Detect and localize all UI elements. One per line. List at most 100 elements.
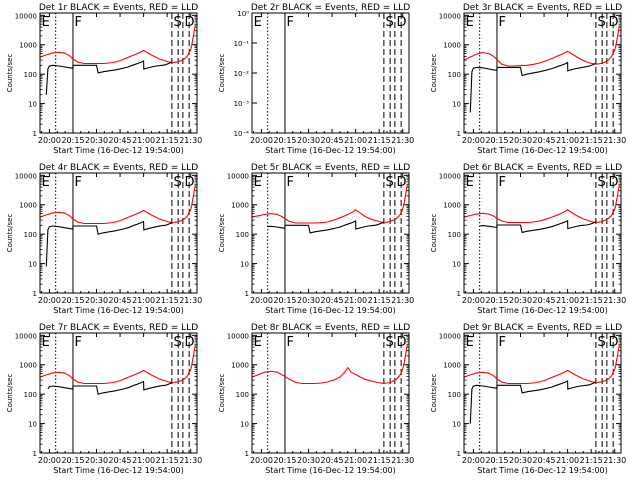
y-tick-label: 1 <box>457 450 461 458</box>
y-tick-label: 1 <box>245 290 249 298</box>
x-tick-label: 20:15 <box>61 136 84 145</box>
plot-area <box>40 173 196 293</box>
y-tick-label: 10⁻¹ <box>234 40 250 48</box>
x-tick-label: 20:30 <box>509 456 532 465</box>
y-tick-label: 1000 <box>443 42 461 50</box>
y-tick-label: 10 <box>240 261 249 269</box>
y-axis-label: Counts/sec <box>218 214 226 253</box>
marker-letter: F <box>287 15 294 30</box>
marker-letter: F <box>75 15 82 30</box>
x-tick-label: 20:45 <box>321 456 344 465</box>
panel-2: Det 2r BLACK = Events, RED = LLD Counts/s… <box>218 3 414 155</box>
x-tick-label: 20:15 <box>273 296 296 305</box>
plot-area <box>40 13 196 133</box>
panel-1: Det 1r BLACK = Events, RED = LLD Counts/s… <box>6 3 202 155</box>
marker-letter: D <box>184 15 194 30</box>
marker-letter: D <box>184 335 194 350</box>
plot-area <box>464 13 620 133</box>
plot-area <box>40 333 196 453</box>
lld-series-line <box>40 184 196 225</box>
panel-6: Det 6r BLACK = Events, RED = LLD Counts/s… <box>430 163 626 315</box>
events-series-line <box>469 380 597 424</box>
x-axis-label: Start Time (16-Dec-12 19:54:00) <box>477 146 608 155</box>
axes-frame <box>251 12 410 134</box>
x-tick-label: 20:00 <box>462 456 485 465</box>
marker-letter: E <box>254 175 262 190</box>
events-series-line <box>47 380 173 395</box>
x-tick-label: 21:15 <box>580 296 603 305</box>
axes-frame <box>39 12 198 134</box>
x-tick-label: 21:15 <box>156 456 179 465</box>
marker-letter: D <box>184 175 194 190</box>
x-tick-label: 20:45 <box>533 456 556 465</box>
y-tick-label: 10000 <box>15 12 37 20</box>
y-tick-label: 10000 <box>439 12 461 20</box>
x-axis-label: Start Time (16-Dec-12 19:54:00) <box>265 146 396 155</box>
x-tick-label: 21:00 <box>344 296 367 305</box>
x-axis-label: Start Time (16-Dec-12 19:54:00) <box>477 466 608 475</box>
x-tick-label: 20:00 <box>38 456 61 465</box>
y-tick-label: 10⁻³ <box>234 100 250 108</box>
x-tick-label: 20:30 <box>509 136 532 145</box>
y-tick-label: 10⁻² <box>234 70 250 78</box>
y-tick-label: 10000 <box>439 332 461 340</box>
x-tick-label: 21:15 <box>156 296 179 305</box>
y-axis-label: Counts/sec <box>430 374 438 413</box>
x-tick-label: 20:30 <box>297 296 320 305</box>
y-tick-label: 1000 <box>231 202 249 210</box>
marker-letter: S <box>173 175 181 190</box>
lld-series-line <box>252 344 408 385</box>
y-axis-label: Counts/sec <box>430 214 438 253</box>
x-tick-label: 20:00 <box>462 296 485 305</box>
lld-series-line <box>464 184 620 224</box>
x-tick-label: 20:15 <box>61 296 84 305</box>
y-tick-label: 1 <box>33 450 37 458</box>
y-tick-label: 100 <box>24 71 37 79</box>
y-axis-label: Counts/sec <box>6 374 14 413</box>
y-tick-label: 10000 <box>15 332 37 340</box>
y-tick-label: 1 <box>33 130 37 138</box>
events-series-line <box>45 60 173 95</box>
panel-title: Det 2r BLACK = Events, RED = LLD <box>251 3 410 13</box>
x-tick-label: 20:15 <box>273 136 296 145</box>
x-tick-label: 21:00 <box>556 136 579 145</box>
plot-area <box>267 13 402 133</box>
x-tick-label: 21:30 <box>179 296 202 305</box>
x-tick-label: 21:00 <box>132 296 155 305</box>
x-tick-label: 21:15 <box>580 136 603 145</box>
marker-letter: S <box>597 175 605 190</box>
y-tick-label: 10000 <box>15 172 37 180</box>
panel-4: Det 4r BLACK = Events, RED = LLD Counts/s… <box>6 163 202 315</box>
marker-letter: E <box>42 15 50 30</box>
x-tick-label: 21:15 <box>368 296 391 305</box>
plot-area <box>252 333 408 453</box>
lld-series-line <box>40 24 196 65</box>
x-tick-label: 20:15 <box>485 456 508 465</box>
panel-title: Det 7r BLACK = Events, RED = LLD <box>39 323 198 333</box>
x-tick-label: 20:45 <box>109 136 132 145</box>
x-tick-label: 21:30 <box>603 136 626 145</box>
y-tick-label: 1000 <box>443 202 461 210</box>
panel-title: Det 8r BLACK = Events, RED = LLD <box>251 323 410 333</box>
x-tick-label: 20:45 <box>109 296 132 305</box>
marker-letter: F <box>287 175 294 190</box>
x-tick-label: 20:15 <box>485 296 508 305</box>
x-tick-label: 20:30 <box>85 296 108 305</box>
axes-frame <box>463 172 622 294</box>
x-tick-label: 20:15 <box>485 136 508 145</box>
x-tick-label: 20:30 <box>85 136 108 145</box>
lld-series-line <box>40 344 196 385</box>
marker-letter: D <box>608 335 618 350</box>
x-tick-label: 20:30 <box>85 456 108 465</box>
panel-title: Det 4r BLACK = Events, RED = LLD <box>39 163 198 173</box>
x-tick-label: 21:00 <box>132 456 155 465</box>
axes-frame <box>39 172 198 294</box>
y-tick-label: 100 <box>448 231 461 239</box>
panel-title: Det 1r BLACK = Events, RED = LLD <box>39 3 198 13</box>
y-tick-label: 1000 <box>231 362 249 370</box>
x-axis-label: Start Time (16-Dec-12 19:54:00) <box>265 306 396 315</box>
y-axis-label: Counts/sec <box>430 54 438 93</box>
x-tick-label: 20:30 <box>509 296 532 305</box>
panel-9: Det 9r BLACK = Events, RED = LLD Counts/s… <box>430 323 626 475</box>
